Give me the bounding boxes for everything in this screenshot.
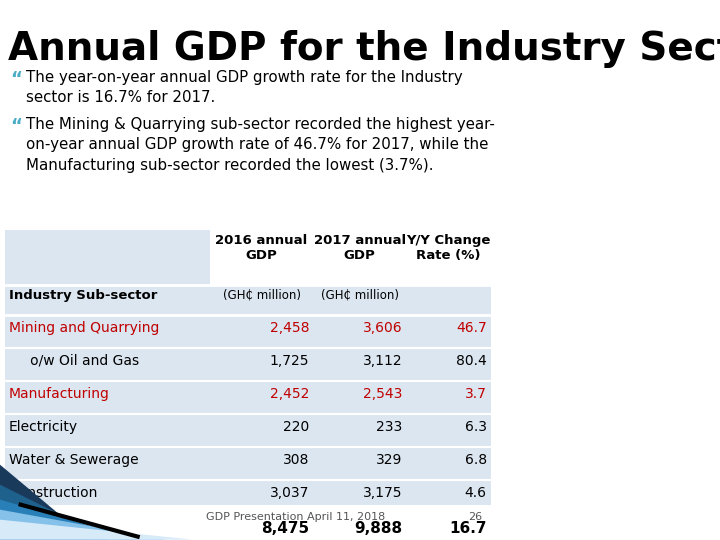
Text: 1,725: 1,725 bbox=[269, 354, 309, 368]
Text: 8,475: 8,475 bbox=[261, 521, 309, 536]
Text: 6.8: 6.8 bbox=[464, 453, 487, 467]
Text: 233: 233 bbox=[376, 420, 402, 434]
Polygon shape bbox=[0, 500, 138, 539]
Text: 4.6: 4.6 bbox=[464, 485, 487, 500]
Text: 329: 329 bbox=[376, 453, 402, 467]
Text: 6.3: 6.3 bbox=[464, 420, 487, 434]
Text: 2,452: 2,452 bbox=[270, 387, 309, 401]
Text: Total: Total bbox=[9, 521, 50, 536]
Text: 3,175: 3,175 bbox=[363, 485, 402, 500]
Text: 46.7: 46.7 bbox=[456, 321, 487, 335]
Text: Electricity: Electricity bbox=[9, 420, 78, 434]
Text: o/w Oil and Gas: o/w Oil and Gas bbox=[17, 354, 140, 368]
Text: Mining and Quarrying: Mining and Quarrying bbox=[9, 321, 159, 335]
Polygon shape bbox=[0, 510, 165, 539]
Text: Industry Sub-sector: Industry Sub-sector bbox=[9, 289, 158, 302]
Text: (GH₵ million): (GH₵ million) bbox=[320, 289, 399, 302]
Text: “: “ bbox=[9, 117, 22, 135]
Text: Annual GDP for the Industry Sector: Annual GDP for the Industry Sector bbox=[8, 30, 720, 68]
Text: Manufacturing: Manufacturing bbox=[9, 387, 110, 401]
Text: 220: 220 bbox=[283, 420, 309, 434]
Text: 2,458: 2,458 bbox=[269, 321, 309, 335]
Text: 3.7: 3.7 bbox=[465, 387, 487, 401]
Text: 3,606: 3,606 bbox=[362, 321, 402, 335]
Bar bbox=[210, 230, 491, 285]
Text: The year-on-year annual GDP growth rate for the Industry
sector is 16.7% for 201: The year-on-year annual GDP growth rate … bbox=[26, 70, 463, 105]
Text: GDP Presentation April 11, 2018: GDP Presentation April 11, 2018 bbox=[207, 511, 386, 522]
Text: 2016 annual
GDP: 2016 annual GDP bbox=[215, 234, 307, 262]
Text: Water & Sewerage: Water & Sewerage bbox=[9, 453, 138, 467]
Bar bbox=[5, 230, 491, 505]
Text: 3,037: 3,037 bbox=[270, 485, 309, 500]
Text: 16.7: 16.7 bbox=[449, 521, 487, 536]
Text: “: “ bbox=[9, 70, 22, 88]
Text: The Mining & Quarrying sub-sector recorded the highest year-
on-year annual GDP : The Mining & Quarrying sub-sector record… bbox=[26, 117, 495, 173]
Text: 26: 26 bbox=[468, 511, 482, 522]
Text: 3,112: 3,112 bbox=[362, 354, 402, 368]
Text: 80.4: 80.4 bbox=[456, 354, 487, 368]
Text: 2017 annual
GDP: 2017 annual GDP bbox=[314, 234, 406, 262]
Text: Y/Y Change
Rate (%): Y/Y Change Rate (%) bbox=[406, 234, 491, 262]
Text: 2,543: 2,543 bbox=[363, 387, 402, 401]
Polygon shape bbox=[0, 465, 89, 539]
Text: 9,888: 9,888 bbox=[354, 521, 402, 536]
Text: 308: 308 bbox=[283, 453, 309, 467]
Text: Construction: Construction bbox=[9, 485, 97, 500]
Polygon shape bbox=[0, 519, 193, 539]
Text: (GH₵ million): (GH₵ million) bbox=[222, 289, 301, 302]
Polygon shape bbox=[0, 485, 110, 539]
